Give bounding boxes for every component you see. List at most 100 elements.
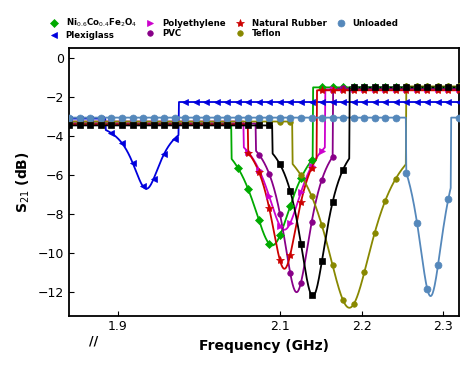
Plexiglass	[193, 100, 199, 104]
Unloaded	[214, 116, 219, 120]
Teflon	[151, 119, 156, 124]
Plexiglass	[98, 116, 104, 121]
Ni$_{0.6}$Co$_{0.4}$Fe$_2$O$_4$	[435, 85, 441, 89]
Polyethylene	[182, 119, 188, 124]
Plexiglass	[435, 100, 441, 104]
Unloaded	[256, 116, 262, 120]
PVC	[424, 86, 430, 91]
Polyethylene	[351, 87, 356, 92]
Unloaded	[87, 116, 93, 120]
Unloaded	[424, 287, 430, 291]
Plexiglass	[287, 100, 293, 104]
Plexiglass	[372, 100, 377, 104]
Ni$_{0.6}$Co$_{0.4}$Fe$_2$O$_4$	[298, 176, 304, 181]
Unloaded	[203, 116, 209, 120]
Polyethylene	[372, 87, 377, 92]
PVC	[277, 212, 283, 216]
X-axis label: Frequency (GHz): Frequency (GHz)	[199, 339, 329, 353]
Ni$_{0.6}$Co$_{0.4}$Fe$_2$O$_4$	[77, 121, 83, 126]
Plexiglass	[340, 100, 346, 104]
Unloaded	[446, 197, 451, 201]
Line: Plexiglass: Plexiglass	[66, 99, 463, 190]
Teflon	[393, 177, 399, 181]
Natural Rubber	[266, 206, 272, 210]
Plexiglass	[130, 160, 136, 165]
PVC	[298, 280, 304, 285]
PVC	[256, 152, 262, 157]
Natural Rubber	[87, 122, 93, 127]
PVC	[161, 121, 167, 126]
Natural Rubber	[246, 151, 251, 155]
Teflon	[383, 198, 388, 203]
PVC	[456, 86, 462, 91]
Polyethylene	[256, 167, 262, 172]
Unloaded	[108, 116, 114, 120]
Natural Rubber	[319, 88, 325, 92]
Ni$_{0.6}$Co$_{0.4}$Fe$_2$O$_4$	[235, 166, 241, 170]
Plexiglass	[351, 100, 356, 104]
Ni$_{0.6}$Co$_{0.4}$Fe$_2$O$_4$	[319, 85, 325, 89]
Polyethylene	[456, 87, 462, 92]
Plexiglass	[424, 100, 430, 104]
Teflon	[140, 119, 146, 124]
PVC	[193, 121, 199, 126]
Ni$_{0.6}$Co$_{0.4}$Fe$_2$O$_4$	[182, 121, 188, 126]
Natural Rubber	[372, 88, 377, 92]
Ni$_{0.6}$Co$_{0.4}$Fe$_2$O$_4$	[383, 85, 388, 89]
Teflon	[456, 84, 462, 89]
Line: Teflon: Teflon	[66, 84, 462, 307]
Unloaded	[309, 116, 315, 120]
Natural Rubber	[435, 88, 441, 92]
Teflon	[119, 119, 125, 124]
Polyethylene	[151, 119, 156, 124]
Ni$_{0.6}$Co$_{0.4}$Fe$_2$O$_4$	[214, 121, 219, 126]
Polyethylene	[403, 87, 409, 92]
Polyethylene	[87, 119, 93, 124]
Polyethylene	[330, 87, 336, 92]
Ni$_{0.6}$Co$_{0.4}$Fe$_2$O$_4$	[224, 121, 230, 126]
Unloaded	[351, 116, 356, 120]
Natural Rubber	[214, 122, 219, 127]
Natural Rubber	[98, 122, 104, 127]
Ni$_{0.6}$Co$_{0.4}$Fe$_2$O$_4$	[362, 85, 367, 89]
Ni$_{0.6}$Co$_{0.4}$Fe$_2$O$_4$	[130, 121, 136, 126]
Ni$_{0.6}$Co$_{0.4}$Fe$_2$O$_4$	[277, 233, 283, 238]
Plexiglass	[246, 100, 251, 104]
Plexiglass	[319, 100, 325, 104]
Teflon	[362, 270, 367, 275]
Teflon	[130, 119, 136, 124]
Polyethylene	[393, 87, 399, 92]
Plexiglass	[203, 100, 209, 104]
PVC	[87, 121, 93, 126]
Natural Rubber	[309, 166, 315, 170]
Teflon	[214, 119, 219, 124]
Plexiglass	[393, 100, 399, 104]
Ni$_{0.6}$Co$_{0.4}$Fe$_2$O$_4$	[393, 85, 399, 89]
Unloaded	[193, 116, 199, 120]
Unloaded	[224, 116, 230, 120]
PVC	[130, 121, 136, 126]
Plexiglass	[119, 141, 125, 145]
Polyethylene	[277, 224, 283, 228]
Teflon	[108, 119, 114, 124]
Ni$_{0.6}$Co$_{0.4}$Fe$_2$O$_4$	[246, 187, 251, 191]
PVC	[172, 121, 177, 126]
Polyethylene	[214, 119, 219, 124]
PVC	[235, 121, 241, 126]
Polyethylene	[414, 87, 420, 92]
Polyethylene	[383, 87, 388, 92]
PVC	[414, 86, 420, 91]
Plexiglass	[87, 116, 93, 121]
Teflon	[182, 119, 188, 124]
Plexiglass	[309, 100, 315, 104]
Ni$_{0.6}$Co$_{0.4}$Fe$_2$O$_4$	[403, 85, 409, 89]
PVC	[108, 121, 114, 126]
Ni$_{0.6}$Co$_{0.4}$Fe$_2$O$_4$	[87, 121, 93, 126]
Ni$_{0.6}$Co$_{0.4}$Fe$_2$O$_4$	[266, 241, 272, 246]
Line: PVC: PVC	[66, 86, 462, 286]
Unloaded	[140, 116, 146, 120]
Natural Rubber	[172, 122, 177, 127]
Unloaded	[383, 116, 388, 120]
Ni$_{0.6}$Co$_{0.4}$Fe$_2$O$_4$	[172, 121, 177, 126]
Plexiglass	[403, 100, 409, 104]
